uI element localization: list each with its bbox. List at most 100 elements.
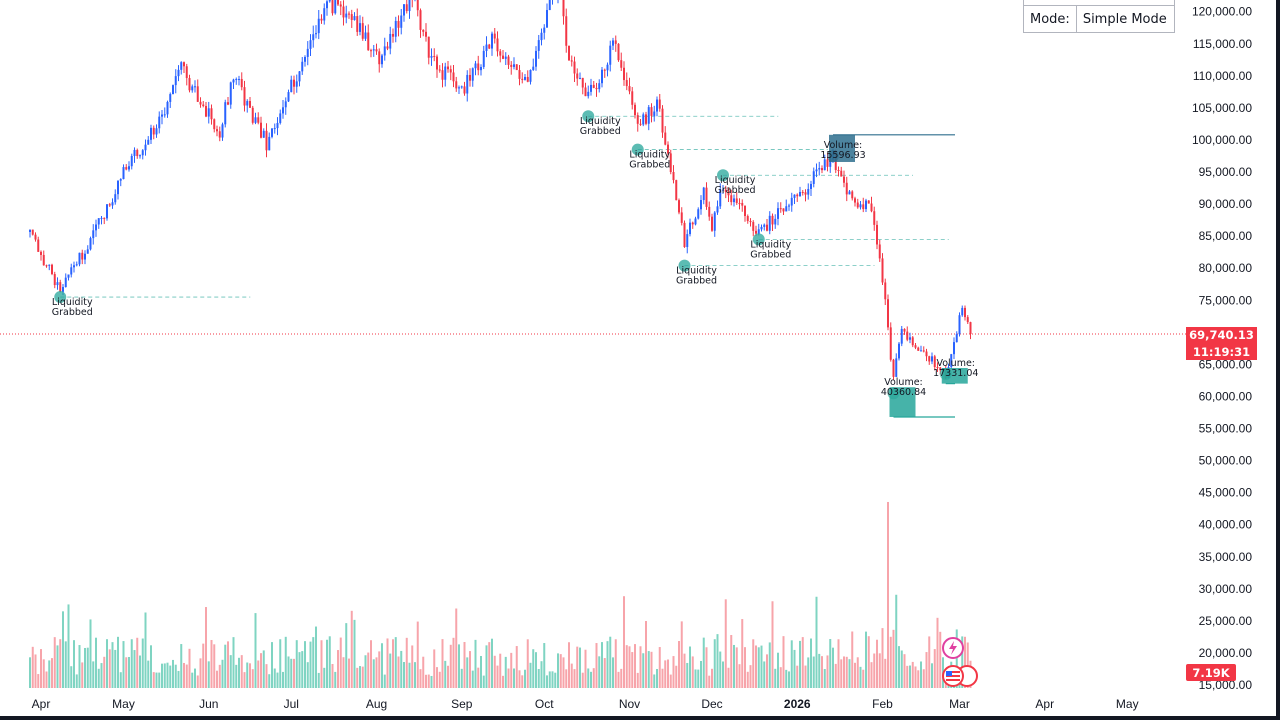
volume-bar: [603, 658, 606, 688]
volume-bar: [870, 662, 873, 688]
candle-body: [73, 265, 75, 268]
volume-bar: [45, 671, 48, 688]
volume-bar: [529, 662, 532, 688]
candle-body: [526, 76, 529, 82]
volume-bar: [436, 667, 438, 688]
volume-bar: [760, 645, 763, 688]
candle-body: [78, 252, 81, 265]
volume-box-value: 40360.84: [881, 387, 926, 398]
candle-body: [317, 18, 320, 34]
candle-body: [100, 217, 103, 219]
volume-bar: [821, 656, 823, 688]
candle-body: [664, 132, 667, 145]
volume-bar: [931, 663, 933, 688]
volume-bar: [315, 626, 317, 688]
candle-body: [147, 139, 150, 145]
volume-bar: [925, 652, 928, 688]
volume-bar: [496, 665, 499, 688]
volume-bar: [848, 659, 851, 688]
volume-bar: [405, 637, 408, 688]
candle-body: [724, 189, 727, 192]
volume-bar: [474, 639, 477, 688]
candle-body: [185, 66, 188, 79]
volume-bar: [378, 651, 381, 688]
candle-body: [617, 43, 620, 61]
volume-bar: [595, 643, 598, 688]
candle-body: [436, 56, 438, 70]
liquidity-marker: [631, 143, 644, 156]
volume-bar: [207, 661, 210, 688]
volume-bar: [598, 656, 601, 688]
candle-body: [694, 218, 697, 225]
volume-bar: [227, 641, 229, 688]
volume-bar: [282, 671, 284, 688]
candle-body: [243, 87, 246, 106]
candle-body: [320, 18, 323, 21]
candle-body: [565, 16, 568, 46]
candle-body: [493, 33, 496, 39]
volume-bar: [205, 607, 207, 688]
candle-body: [705, 187, 708, 207]
candle-body: [249, 101, 251, 108]
candle-body: [502, 55, 504, 59]
candle-body: [884, 282, 887, 300]
candle-body: [634, 104, 636, 116]
candle-body: [240, 78, 243, 88]
candle-body: [656, 99, 658, 112]
lightning-icon[interactable]: [942, 637, 964, 659]
candle-body: [81, 252, 84, 260]
volume-bar: [862, 669, 865, 688]
volume-bar: [40, 649, 42, 688]
volume-bar: [548, 671, 551, 688]
volume-bar: [730, 635, 733, 688]
candle-body: [796, 194, 799, 197]
candle-body: [801, 191, 804, 193]
candle-body: [29, 229, 31, 232]
volume-bar: [964, 636, 966, 688]
volume-bar: [609, 636, 612, 688]
volume-bar: [188, 648, 191, 688]
candle-body: [460, 86, 463, 88]
candle-body: [950, 354, 953, 368]
liquidity-marker: [54, 291, 67, 304]
candle-body: [876, 224, 878, 245]
volume-bar: [383, 674, 386, 688]
candle-body: [229, 82, 232, 105]
candle-body: [859, 204, 862, 208]
volume-bar: [936, 617, 939, 688]
candle-body: [392, 33, 394, 37]
candle-body: [727, 191, 730, 196]
candle-body: [353, 16, 356, 21]
volume-bar: [119, 672, 122, 688]
volume-bar: [243, 672, 246, 688]
candle-body: [205, 105, 207, 117]
candle-body: [290, 79, 293, 93]
volume-bar: [568, 642, 570, 688]
candle-body: [282, 107, 284, 114]
volume-bar: [106, 639, 108, 688]
candle-body: [790, 197, 793, 206]
candle-body: [570, 60, 573, 62]
volume-bar: [323, 667, 326, 688]
liquidity-label: Grabbed: [750, 249, 791, 260]
candle-body: [518, 70, 521, 79]
candle-body: [31, 229, 34, 235]
us-flag-icon[interactable]: [942, 665, 964, 687]
volume-bar: [796, 665, 799, 688]
candle-body: [961, 307, 964, 316]
volume-bar: [777, 652, 779, 688]
volume-bar: [441, 639, 444, 688]
candle-body: [823, 159, 826, 171]
candle-body: [958, 315, 961, 335]
volume-bar: [463, 642, 466, 688]
candle-body: [345, 13, 348, 18]
volume-bar: [97, 668, 100, 688]
candle-body: [284, 101, 287, 108]
volume-bar: [356, 667, 359, 688]
volume-bar: [606, 641, 609, 688]
candle-body: [906, 331, 909, 340]
candle-body: [342, 6, 345, 18]
liquidity-marker: [582, 110, 595, 123]
candle-body: [276, 122, 279, 129]
